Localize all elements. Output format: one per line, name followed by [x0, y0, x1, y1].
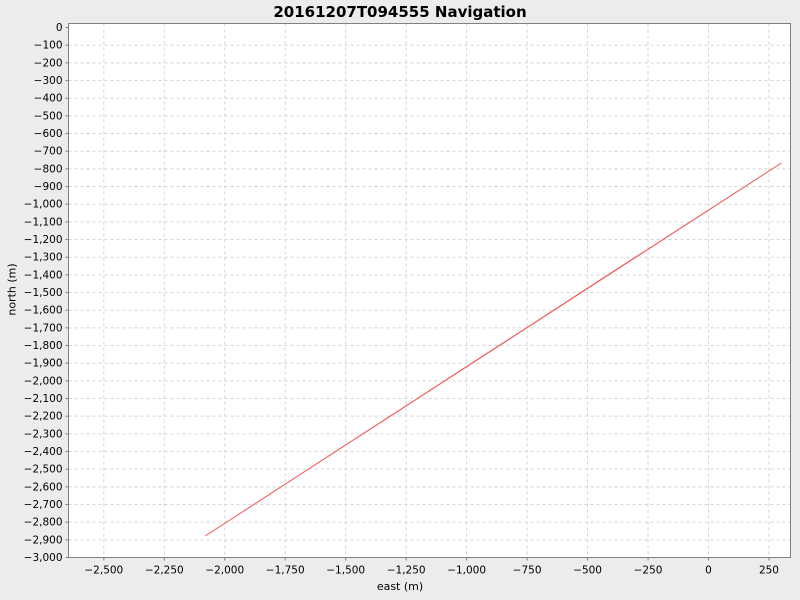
y-tick-label: −1,300 — [24, 252, 63, 264]
x-tick-label: −250 — [634, 565, 663, 577]
y-tick-label: −2,300 — [24, 428, 63, 440]
y-tick-label: −1,800 — [24, 340, 63, 352]
axis-frame — [68, 23, 791, 558]
y-tick-label: −1,700 — [24, 322, 63, 334]
y-tick-label: −1,000 — [24, 199, 63, 211]
x-tick-label: 0 — [705, 565, 712, 577]
x-axis-title: east (m) — [376, 580, 424, 593]
y-tick-label: −2,600 — [24, 481, 63, 493]
x-tick-label: −1,250 — [387, 565, 426, 577]
y-tick-label: −1,100 — [24, 216, 63, 228]
y-tick-label: −2,000 — [24, 375, 63, 387]
x-tick-label: −1,000 — [447, 565, 486, 577]
y-tick-label: −2,200 — [24, 411, 63, 423]
y-tick-label: −300 — [34, 75, 63, 87]
y-tick-label: −200 — [34, 57, 63, 69]
chart-title: 20161207T094555 Navigation — [273, 3, 527, 21]
y-tick-label: −2,100 — [24, 393, 63, 405]
y-tick-label: −2,700 — [24, 499, 63, 511]
y-tick-label: −1,500 — [24, 287, 63, 299]
y-tick-label: −2,400 — [24, 446, 63, 458]
y-tick-label: −500 — [34, 110, 63, 122]
y-tick-label: −800 — [34, 163, 63, 175]
y-tick-label: −2,500 — [24, 464, 63, 476]
x-tick-label: 250 — [759, 565, 779, 577]
y-tick-label: −100 — [34, 40, 63, 52]
x-tick-label: −1,500 — [326, 565, 365, 577]
x-tick-label: −2,500 — [84, 565, 123, 577]
y-tick-label: −3,000 — [24, 552, 63, 564]
y-tick-label: −2,800 — [24, 517, 63, 529]
y-tick-label: −1,200 — [24, 234, 63, 246]
x-tick-label: −750 — [513, 565, 542, 577]
y-tick-label: −1,400 — [24, 269, 63, 281]
y-tick-label: −1,900 — [24, 358, 63, 370]
y-tick-label: −2,900 — [24, 534, 63, 546]
y-tick-label: −700 — [34, 146, 63, 158]
y-tick-label: 0 — [56, 22, 63, 34]
y-tick-label: −1,600 — [24, 305, 63, 317]
data-series-track — [205, 162, 782, 537]
x-tick-label: −2,000 — [205, 565, 244, 577]
x-tick-label: −2,250 — [145, 565, 184, 577]
x-tick-label: −1,750 — [266, 565, 305, 577]
y-tick-label: −400 — [34, 93, 63, 105]
y-tick-label: −600 — [34, 128, 63, 140]
y-axis-title: north (m) — [5, 263, 19, 316]
y-tick-label: −900 — [34, 181, 63, 193]
plot-background — [68, 23, 791, 558]
x-tick-label: −500 — [573, 565, 602, 577]
